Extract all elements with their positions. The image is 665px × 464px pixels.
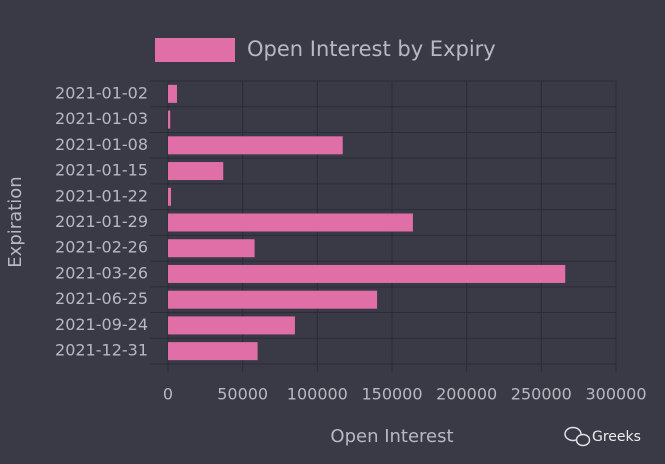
bar [168,213,413,232]
bar [168,162,224,181]
bar [168,264,566,283]
bar [168,239,255,258]
y-tick-label: 2021-03-26 [55,263,148,282]
bar [168,187,171,206]
y-tick-label: 2021-12-31 [55,341,148,360]
watermark-icon [564,426,591,447]
watermark: Greeks [592,429,641,445]
x-axis-label: Open Interest [330,426,453,447]
bar [168,342,258,361]
bar [168,136,343,155]
x-tick-label: 100000 [287,385,348,404]
x-tick-label: 250000 [511,385,572,404]
y-tick-label: 2021-01-29 [55,212,148,231]
y-tick-label: 2021-06-25 [55,289,148,308]
y-tick-label: 2021-01-08 [55,135,148,154]
y-tick-label: 2021-02-26 [55,238,148,257]
bar [168,290,378,309]
y-tick-label: 2021-01-03 [55,109,148,128]
x-tick-label: 0 [163,385,173,404]
x-tick-label: 50000 [217,385,268,404]
y-tick-label: 2021-01-15 [55,161,148,180]
bar [168,84,177,103]
x-tick-label: 150000 [361,385,422,404]
y-tick-label: 2021-09-24 [55,315,148,334]
legend-label: Open Interest by Expiry [247,37,496,61]
y-tick-label: 2021-01-22 [55,186,148,205]
legend-swatch [155,38,235,62]
x-tick-label: 200000 [436,385,497,404]
y-tick-label: 2021-01-02 [55,83,148,102]
y-axis-label: Expiration [5,176,26,267]
bar [168,316,295,335]
x-tick-label: 300000 [585,385,646,404]
bar [168,110,171,129]
